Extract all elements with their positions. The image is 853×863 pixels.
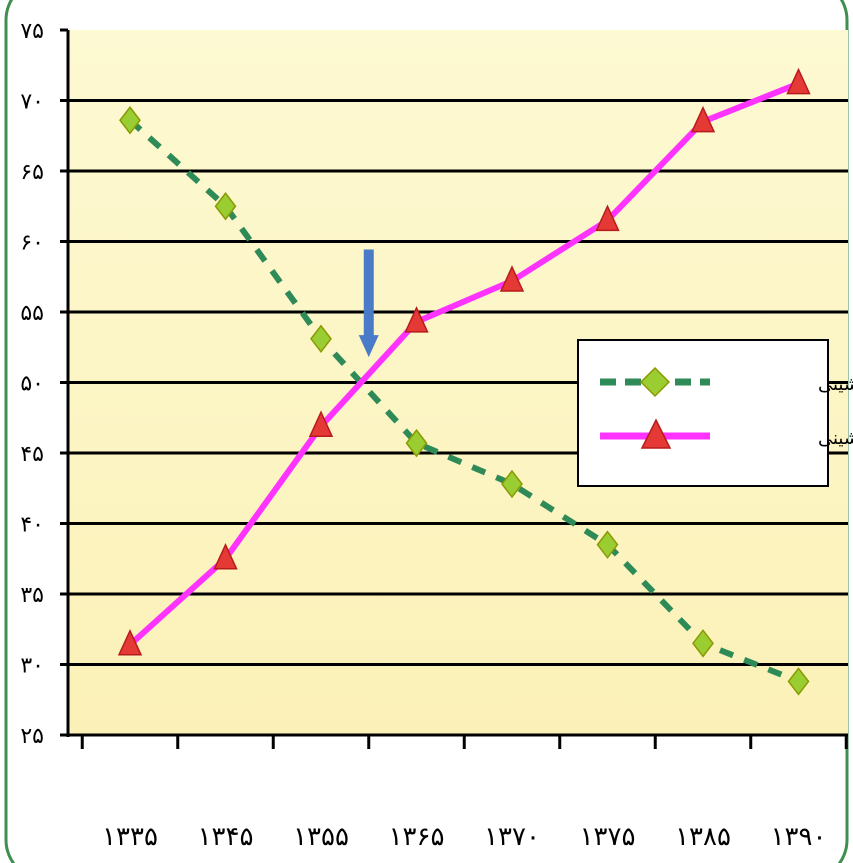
data-point-urban [690,105,716,133]
data-point-urban [117,628,143,656]
data-point-urban [213,542,238,570]
x-tick-label: ۱۳۶۵ [389,822,445,852]
legend-box [577,339,829,487]
x-tick-label: ۱۳۹۰ [771,822,827,852]
y-tick-label: ۵۵ [20,301,44,326]
series-line-urban [127,80,800,647]
y-tick-label: ۶۵ [20,160,44,185]
x-tick-label: ۱۳۳۵ [102,822,158,852]
data-point-rural [405,428,428,458]
x-tick-label: ۱۳۸۵ [675,822,731,852]
legend: روستانشینی شهرنشینی [577,339,853,487]
y-tick-label: ۶۰ [20,231,44,256]
data-point-rural [692,629,714,658]
data-point-urban [499,265,525,292]
x-tick-label: ۱۳۷۵ [580,822,636,852]
data-point-rural [787,667,810,696]
x-tick-label: ۱۳۴۵ [198,822,254,852]
annotation-arrow-shaft [363,249,374,338]
data-point-urban [308,410,334,437]
annotation-layer [358,249,379,358]
data-point-urban [404,306,429,333]
y-axis-ticks: ۲۵ ۳۰ ۳۵ ۴۰ ۴۵ ۵۰ ۵۵ ۶۰ ۶۵ ۷۰ ۷۵ [20,19,68,749]
x-axis-ticks: ۱۳۳۵ ۱۳۴۵ ۱۳۵۵ ۱۳۶۵ ۱۳۷۰ ۱۳۷۵ ۱۳۸۵ ۱۳۹۰ [80,735,848,852]
y-tick-label: ۵۰ [20,372,44,397]
legend-marker-rural [639,366,671,398]
data-point-urban [786,67,811,95]
data-point-rural [310,324,332,354]
x-tick-label: ۱۳۷۰ [484,822,540,852]
data-point-urban [595,204,620,232]
data-point-rural [119,106,141,135]
x-tick-label: ۱۳۵۵ [293,822,349,852]
series-line-rural [127,118,800,685]
data-point-rural [596,530,619,559]
legend-marker-urban [640,418,672,449]
y-tick-label: ۴۰ [20,513,44,538]
y-tick-label: ۷۰ [20,90,44,115]
y-tick-label: ۷۵ [20,19,44,44]
y-tick-label: ۳۵ [20,583,44,608]
data-point-rural [214,192,237,221]
legend-label-urban: شهرنشینی [818,428,853,449]
annotation-arrow-head [358,335,379,358]
y-tick-label: ۳۰ [20,654,44,679]
y-tick-label: ۴۵ [20,442,44,467]
y-tick-label: ۲۵ [20,724,44,749]
legend-label-rural: روستانشینی [818,374,853,395]
data-point-rural [501,469,523,499]
series-layer [117,67,811,696]
